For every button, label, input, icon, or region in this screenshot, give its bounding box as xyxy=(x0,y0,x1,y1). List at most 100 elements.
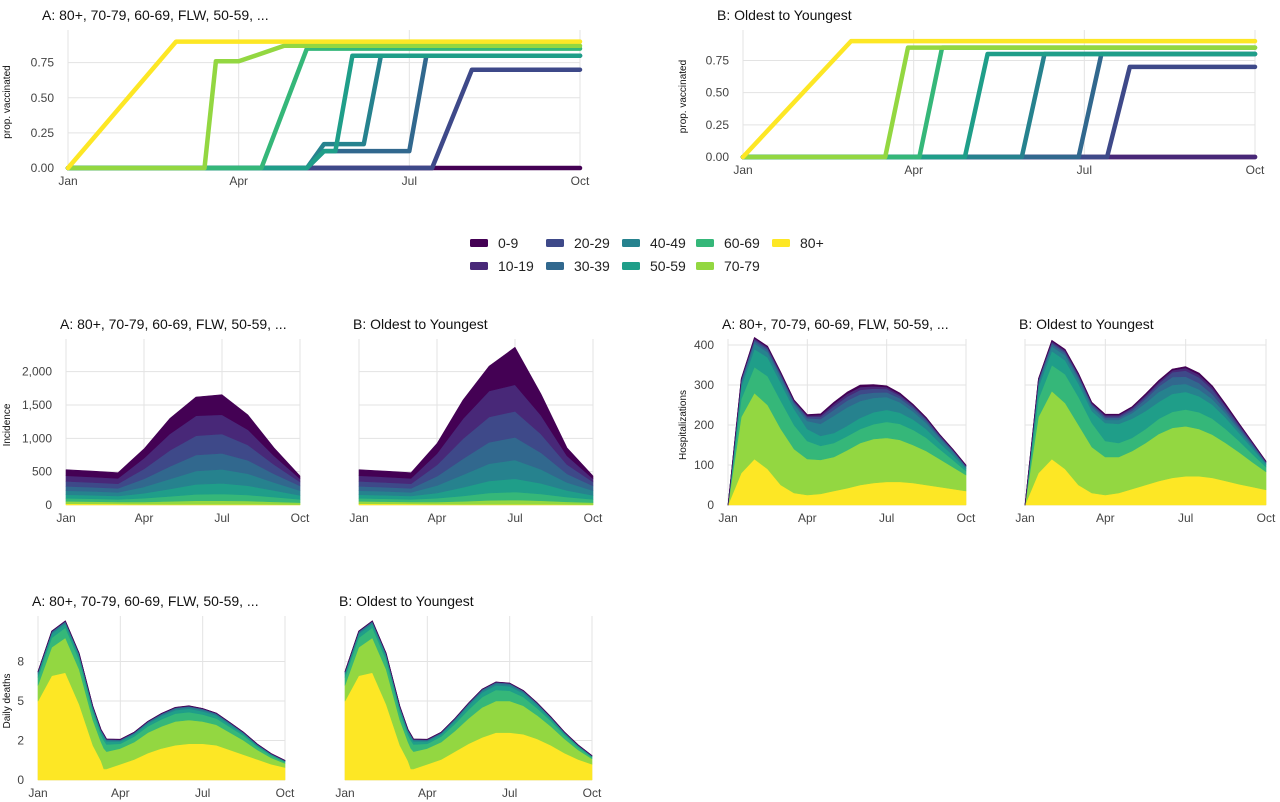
y-tick-label: 0.25 xyxy=(706,118,730,132)
panel-deaths-strategy-b: B: Oldest to Youngest Jan Apr Jul Oct xyxy=(335,593,602,800)
panel-vaccination-strategy-b: B: Oldest to Youngest prop. vaccinated 0.0… xyxy=(678,7,1265,177)
x-tick-label: Jul xyxy=(1077,163,1092,177)
y-tick-label: 300 xyxy=(694,378,714,392)
vaccination-line-80+ xyxy=(65,39,583,171)
y-tick-label: 2,000 xyxy=(22,365,52,379)
panel-title: A: 80+, 70-79, 60-69, FLW, 50-59, ... xyxy=(60,316,287,332)
legend-item-40-49: 40-49 xyxy=(622,235,686,251)
panel-title: A: 80+, 70-79, 60-69, FLW, 50-59, ... xyxy=(32,593,259,609)
panel-title: B: Oldest to Youngest xyxy=(353,316,488,332)
y-axis-label: Hospitalizations xyxy=(678,390,689,460)
x-tick-label: Apr xyxy=(1096,511,1115,525)
x-tick-label: Jul xyxy=(1178,511,1193,525)
panel-deaths-strategy-a: A: 80+, 70-79, 60-69, FLW, 50-59, ... Dai… xyxy=(2,593,295,800)
legend-swatch xyxy=(772,239,790,247)
y-tick-label: 2 xyxy=(17,734,24,748)
panel-title: B: Oldest to Youngest xyxy=(717,7,852,23)
y-tick-label: 0.50 xyxy=(31,91,55,105)
legend-swatch xyxy=(622,262,640,270)
x-tick-label: Jul xyxy=(507,511,522,525)
panel-title: B: Oldest to Youngest xyxy=(1019,316,1154,332)
vaccination-line-30-39 xyxy=(740,51,1258,160)
legend-swatch xyxy=(622,239,640,247)
x-tick-label: Jan xyxy=(28,786,47,800)
x-tick-label: Oct xyxy=(291,511,310,525)
legend-label: 10-19 xyxy=(498,258,534,274)
area-band-0-9 xyxy=(727,337,967,506)
legend-item-60-69: 60-69 xyxy=(696,235,760,251)
vaccination-line-70-79 xyxy=(740,45,1258,160)
vaccination-line-50-59 xyxy=(740,51,1258,160)
x-tick-label: Jul xyxy=(502,786,517,800)
legend-item-0-9: 0-9 xyxy=(470,235,518,251)
x-tick-label: Jan xyxy=(56,511,75,525)
x-tick-label: Apr xyxy=(904,163,923,177)
panel-title: A: 80+, 70-79, 60-69, FLW, 50-59, ... xyxy=(722,316,949,332)
legend-item-50-59: 50-59 xyxy=(622,258,686,274)
area-band-0-9 xyxy=(37,620,286,761)
y-axis-label: prop. vaccinated xyxy=(678,60,689,133)
y-tick-label: 0 xyxy=(45,498,52,512)
legend-label: 70-79 xyxy=(724,258,760,274)
y-tick-label: 0.00 xyxy=(31,161,55,175)
x-tick-label: Jan xyxy=(1015,511,1034,525)
y-axis-label: prop. vaccinated xyxy=(2,65,13,138)
x-tick-label: Oct xyxy=(583,786,602,800)
area-band-0-9 xyxy=(344,620,593,756)
x-tick-label: Oct xyxy=(276,786,295,800)
x-tick-label: Jan xyxy=(718,511,737,525)
x-tick-label: Jan xyxy=(58,174,77,188)
x-tick-label: Oct xyxy=(584,511,603,525)
y-tick-label: 1,500 xyxy=(22,398,52,412)
x-tick-label: Jul xyxy=(195,786,210,800)
panel-title: A: 80+, 70-79, 60-69, FLW, 50-59, ... xyxy=(42,7,269,23)
vaccination-line-20-29 xyxy=(740,64,1258,160)
y-tick-label: 0 xyxy=(707,498,714,512)
y-tick-label: 8 xyxy=(17,655,24,669)
y-tick-label: 5 xyxy=(17,694,24,708)
legend-label: 0-9 xyxy=(498,235,518,251)
legend-swatch xyxy=(696,262,714,270)
legend-swatch xyxy=(470,262,488,270)
vaccination-line-70-79 xyxy=(65,43,583,171)
vaccination-line-80+ xyxy=(740,38,1258,160)
panel-vaccination-strategy-a: A: 80+, 70-79, 60-69, FLW, 50-59, ... pro… xyxy=(2,7,590,188)
panel-incidence-strategy-a: A: 80+, 70-79, 60-69, FLW, 50-59, ... Inc… xyxy=(2,316,310,525)
legend-item-30-39: 30-39 xyxy=(546,258,610,274)
y-tick-label: 0.25 xyxy=(31,126,55,140)
x-tick-label: Oct xyxy=(571,174,590,188)
panel-hospitalizations-strategy-b: B: Oldest to Youngest Jan Apr Jul Oct xyxy=(1015,316,1276,525)
area-band-0-9 xyxy=(1024,339,1267,506)
x-tick-label: Jul xyxy=(402,174,417,188)
panel-hospitalizations-strategy-a: A: 80+, 70-79, 60-69, FLW, 50-59, ... Hos… xyxy=(678,316,976,525)
legend-swatch xyxy=(696,239,714,247)
x-tick-label: Apr xyxy=(418,786,437,800)
x-tick-label: Jul xyxy=(214,511,229,525)
x-tick-label: Jan xyxy=(335,786,354,800)
y-tick-label: 0 xyxy=(17,773,24,787)
y-tick-label: 0.75 xyxy=(706,53,730,67)
legend-label: 40-49 xyxy=(650,235,686,251)
y-tick-label: 0.50 xyxy=(706,86,730,100)
vaccination-line-60-69 xyxy=(740,45,1258,160)
legend-label: 60-69 xyxy=(724,235,760,251)
legend-label: 50-59 xyxy=(650,258,686,274)
y-tick-label: 0.00 xyxy=(706,150,730,164)
legend-item-10-19: 10-19 xyxy=(470,258,534,274)
area-band-0-9 xyxy=(358,347,594,479)
vaccination-line-40-49 xyxy=(740,51,1258,160)
legend-swatch xyxy=(470,239,488,247)
y-tick-label: 1,000 xyxy=(22,431,52,445)
legend-item-70-79: 70-79 xyxy=(696,258,760,274)
vaccination-line-50-59 xyxy=(65,53,583,171)
y-axis-label: Incidence xyxy=(2,403,13,446)
x-tick-label: Jan xyxy=(349,511,368,525)
legend-swatch xyxy=(546,262,564,270)
x-tick-label: Apr xyxy=(111,786,130,800)
x-tick-label: Oct xyxy=(957,511,976,525)
x-tick-label: Apr xyxy=(229,174,248,188)
y-axis-label: Daily deaths xyxy=(2,673,13,728)
legend-label: 30-39 xyxy=(574,258,610,274)
y-tick-label: 0.75 xyxy=(31,56,55,70)
